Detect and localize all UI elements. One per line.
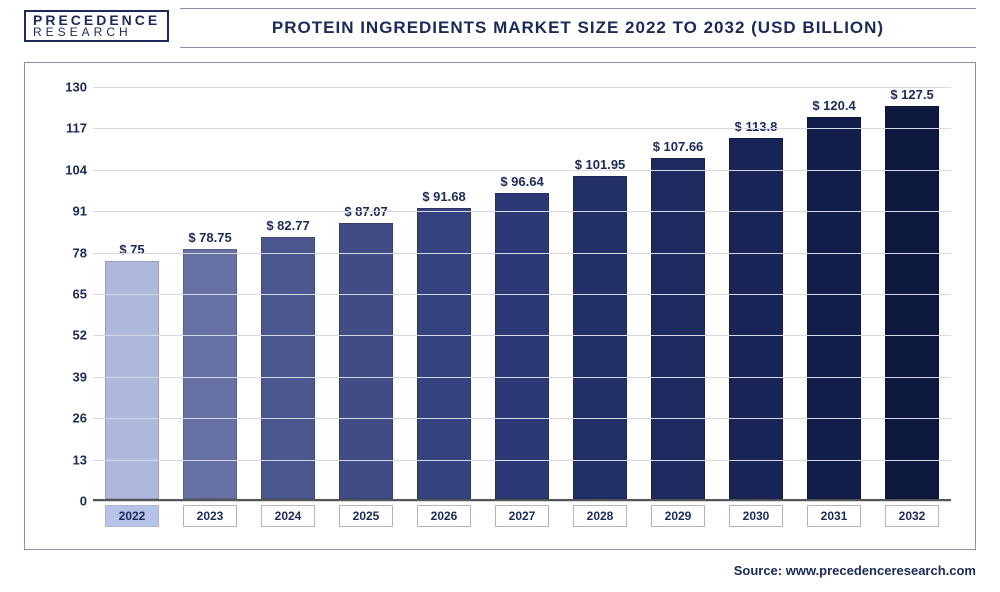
grid-line — [93, 377, 951, 378]
bar — [729, 138, 784, 499]
x-tick-label: 2029 — [651, 505, 706, 527]
bar-value-label: $ 120.4 — [812, 98, 855, 113]
bar — [885, 106, 940, 499]
bar-value-label: $ 113.8 — [735, 119, 778, 134]
bar-value-label: $ 75 — [119, 242, 144, 257]
grid-line — [93, 128, 951, 129]
grid-line — [93, 501, 951, 502]
y-tick-label: 130 — [43, 80, 87, 95]
grid-line — [93, 294, 951, 295]
bar-value-label: $ 91.68 — [422, 189, 465, 204]
bar — [495, 193, 550, 499]
x-tick-label: 2024 — [261, 505, 316, 527]
x-tick-label: 2025 — [339, 505, 394, 527]
source-text: Source: www.precedenceresearch.com — [734, 563, 976, 578]
title-bar: Protein Ingredients Market Size 2022 to … — [180, 8, 976, 48]
bar-value-label: $ 82.77 — [266, 218, 309, 233]
bar — [183, 249, 238, 499]
bar-value-label: $ 107.66 — [653, 139, 704, 154]
bar-slot: $ 82.772024 — [249, 87, 327, 499]
grid-line — [93, 335, 951, 336]
grid-line — [93, 460, 951, 461]
bar-slot: $ 96.642027 — [483, 87, 561, 499]
chart-frame: $ 752022$ 78.752023$ 82.772024$ 87.07202… — [24, 62, 976, 550]
chart-title: Protein Ingredients Market Size 2022 to … — [272, 18, 884, 38]
bar-slot: $ 120.42031 — [795, 87, 873, 499]
bar — [651, 158, 706, 499]
x-tick-label: 2030 — [729, 505, 784, 527]
grid-line — [93, 253, 951, 254]
y-tick-label: 0 — [43, 494, 87, 509]
logo-line2: RESEARCH — [33, 27, 160, 37]
y-tick-label: 117 — [43, 121, 87, 136]
y-tick-label: 52 — [43, 328, 87, 343]
grid-line — [93, 170, 951, 171]
x-tick-label: 2023 — [183, 505, 238, 527]
y-tick-label: 26 — [43, 411, 87, 426]
grid-line — [93, 211, 951, 212]
bar-value-label: $ 96.64 — [500, 174, 543, 189]
bar — [573, 176, 628, 499]
y-tick-label: 78 — [43, 245, 87, 260]
bar-value-label: $ 78.75 — [188, 230, 231, 245]
bar-slot: $ 91.682026 — [405, 87, 483, 499]
x-tick-label: 2022 — [105, 505, 160, 527]
bar-slot: $ 113.82030 — [717, 87, 795, 499]
x-tick-label: 2027 — [495, 505, 550, 527]
y-tick-label: 39 — [43, 369, 87, 384]
bar-slot: $ 127.52032 — [873, 87, 951, 499]
bar-slot: $ 87.072025 — [327, 87, 405, 499]
bar-value-label: $ 127.5 — [890, 87, 933, 102]
x-tick-label: 2026 — [417, 505, 472, 527]
bar-slot: $ 78.752023 — [171, 87, 249, 499]
y-tick-label: 91 — [43, 204, 87, 219]
y-tick-label: 104 — [43, 162, 87, 177]
brand-logo: PRECEDENCE RESEARCH — [24, 10, 169, 42]
y-tick-label: 65 — [43, 287, 87, 302]
grid-line — [93, 418, 951, 419]
bar — [807, 117, 862, 499]
x-tick-label: 2031 — [807, 505, 862, 527]
x-tick-label: 2028 — [573, 505, 628, 527]
plot-area: $ 752022$ 78.752023$ 82.772024$ 87.07202… — [93, 87, 951, 501]
grid-line — [93, 87, 951, 88]
x-tick-label: 2032 — [885, 505, 940, 527]
bar-slot: $ 752022 — [93, 87, 171, 499]
bar — [105, 261, 160, 499]
bar — [339, 223, 394, 499]
y-tick-label: 13 — [43, 452, 87, 467]
bar-slot: $ 101.952028 — [561, 87, 639, 499]
bar-slot: $ 107.662029 — [639, 87, 717, 499]
